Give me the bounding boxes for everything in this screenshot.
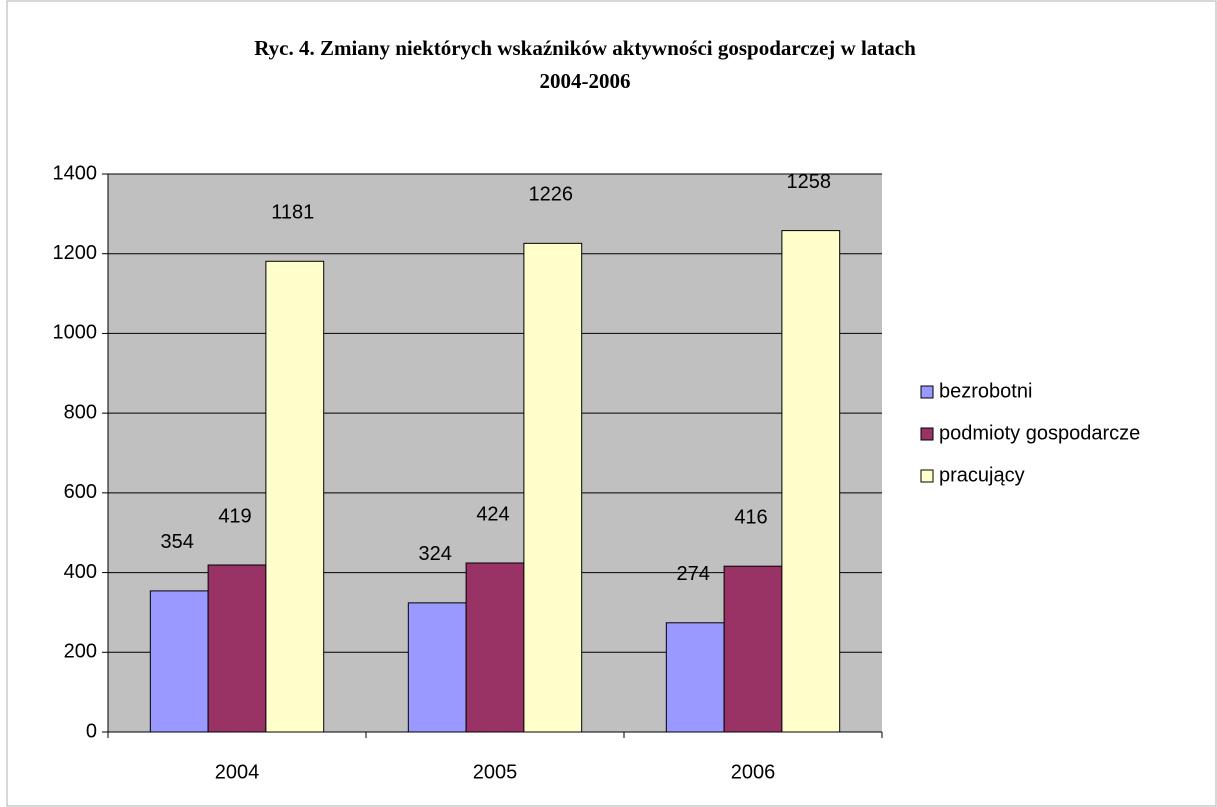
y-tick-label: 400 xyxy=(64,561,97,583)
y-tick-label: 200 xyxy=(64,641,97,663)
frame xyxy=(6,0,1217,807)
y-tick-label: 1000 xyxy=(53,322,98,344)
data-label: 416 xyxy=(734,506,767,528)
data-label: 1258 xyxy=(787,171,832,193)
x-tick-label: 2005 xyxy=(473,761,518,783)
bar xyxy=(523,242,583,733)
data-label: 424 xyxy=(476,503,509,525)
legend-label: podmioty gospodarcze xyxy=(939,422,1140,444)
bar xyxy=(407,602,467,733)
legend-swatch xyxy=(920,469,934,483)
data-label: 1226 xyxy=(529,184,574,206)
y-tick-label: 1400 xyxy=(53,162,98,184)
data-label: 419 xyxy=(218,505,251,527)
bar xyxy=(149,590,209,733)
bar xyxy=(207,564,267,733)
bar xyxy=(781,230,841,733)
chart-title: Ryc. 4. Zmiany niektórych wskaźników akt… xyxy=(254,36,916,60)
data-label: 274 xyxy=(677,563,710,585)
data-label: 324 xyxy=(419,543,452,565)
legend-swatch xyxy=(920,385,934,399)
x-tick-label: 2006 xyxy=(731,761,776,783)
chart-title: 2004-2006 xyxy=(540,69,631,93)
data-label: 1181 xyxy=(271,202,314,224)
y-tick-label: 1200 xyxy=(53,242,98,264)
y-tick-label: 0 xyxy=(86,720,97,742)
data-label: 354 xyxy=(161,531,194,553)
bar xyxy=(265,260,325,733)
bar xyxy=(723,565,783,733)
x-tick-label: 2004 xyxy=(215,761,260,783)
legend-label: bezrobotni xyxy=(939,380,1032,402)
bar xyxy=(665,622,725,733)
y-tick-label: 800 xyxy=(64,401,97,423)
y-tick-label: 600 xyxy=(64,481,97,503)
legend-label: pracujący xyxy=(939,464,1025,486)
bar xyxy=(465,562,525,733)
legend-swatch xyxy=(920,427,934,441)
